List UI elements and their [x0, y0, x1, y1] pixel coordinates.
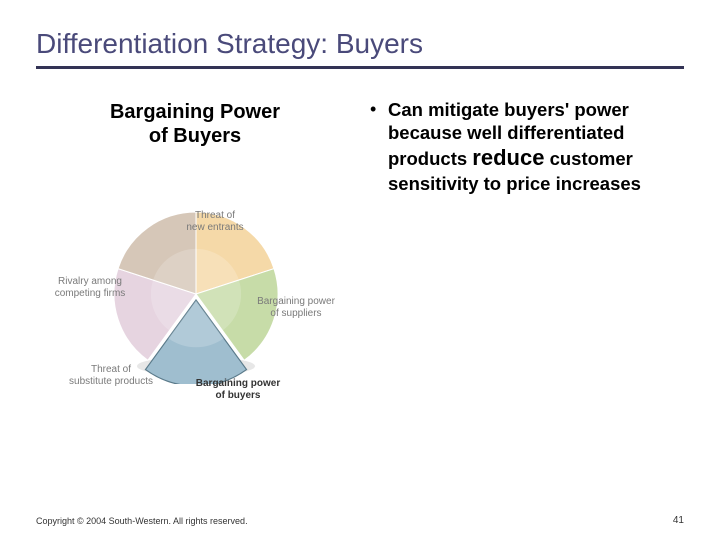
bullet-emphasis: reduce — [472, 145, 544, 170]
title-underline — [36, 66, 684, 69]
left-subheading: Bargaining Power of Buyers — [60, 100, 330, 148]
bullet-item: • Can mitigate buyers' power because wel… — [370, 98, 680, 195]
footer-copyright: Copyright © 2004 South-Western. All righ… — [36, 516, 248, 526]
slide-title: Differentiation Strategy: Buyers — [36, 28, 684, 66]
subheading-line1: Bargaining Power — [110, 101, 280, 123]
pie-slice-label: Threat ofnew entrants — [180, 210, 250, 233]
bullet-marker: • — [370, 98, 388, 121]
footer-page-number: 41 — [673, 515, 684, 526]
pie-slice-label: Bargaining powerof suppliers — [250, 296, 342, 319]
subheading-line2: of Buyers — [149, 125, 241, 147]
bullet-text: Can mitigate buyers' power because well … — [388, 98, 680, 195]
pie-slice-label: Threat ofsubstitute products — [62, 364, 160, 387]
pie-slice-label: Bargaining powerof buyers — [188, 378, 288, 401]
pie-slice-label: Rivalry amongcompeting firms — [48, 276, 132, 299]
five-forces-pie: Threat ofnew entrants Bargaining powerof … — [60, 168, 330, 428]
